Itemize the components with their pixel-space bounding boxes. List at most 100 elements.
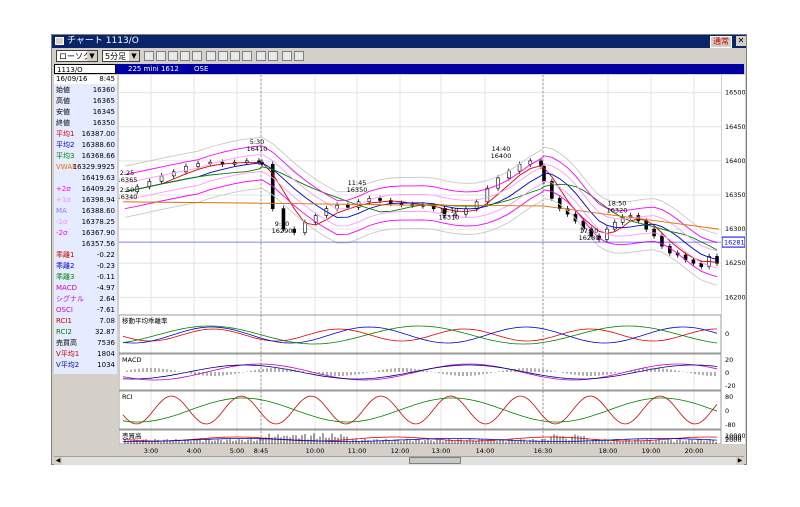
horizontal-scrollbar[interactable]: ◀ ▶ — [54, 456, 744, 465]
table-icon[interactable] — [156, 51, 166, 61]
price-annotation-time: 13:10 — [440, 206, 459, 214]
deviation-3-line — [122, 325, 718, 345]
indicator-value: 16398.94 — [81, 196, 115, 204]
columns-icon[interactable] — [192, 51, 202, 61]
indicator-row: 平均3 16368.66 — [54, 152, 117, 161]
time-axis-canvas: 3:00 4:00 5:00 8:45 10:00 11:00 12:00 13:00 14:0… — [144, 447, 704, 455]
sub-panel-tick-label: 0 — [725, 369, 729, 377]
indicator-name: VWAP — [56, 163, 77, 171]
indicator-name: 16/09/16 — [56, 75, 88, 83]
time-tick-label: 3:00 — [144, 447, 159, 455]
indicator-name: MA — [56, 207, 67, 215]
chevron-down-icon[interactable]: ▼ — [87, 51, 97, 61]
candle-body — [159, 175, 164, 182]
indicator-name: 乖離1 — [56, 251, 75, 259]
candle-body — [346, 204, 350, 208]
indicator-name: 平均3 — [56, 152, 75, 160]
toolbar: ローソク ▼ 5分足 ▼ — [52, 49, 746, 64]
indicator-name: 始値 — [56, 86, 70, 94]
bollinger-upper-1-line — [124, 153, 718, 252]
magnifier-icon[interactable] — [282, 51, 292, 61]
crosshair-icon[interactable] — [230, 51, 240, 61]
indicator-value: 16329.9925 — [72, 163, 115, 171]
indicator-row: 平均1 16387.00 — [54, 130, 117, 139]
indicator-row: OSCI -7.61 — [54, 306, 117, 315]
symbol-input[interactable]: 1113/O — [54, 64, 116, 74]
grid-icon[interactable] — [168, 51, 178, 61]
indicator-value: 2.64 — [99, 295, 115, 303]
price-annotation-time: 11:45 — [348, 179, 367, 187]
sub-panel-tick-label: 0 — [725, 330, 729, 338]
indicator-name: RCI1 — [56, 317, 72, 325]
price-tick-label: 16200 — [725, 293, 745, 301]
time-tick-label: 13:00 — [432, 447, 451, 455]
price-annotation-value: 16320 — [607, 206, 628, 214]
settings-icon[interactable] — [242, 51, 252, 61]
scroll-left-icon[interactable]: ◀ — [54, 457, 62, 465]
bollinger-lower-3-line — [124, 187, 718, 286]
candle-body — [208, 161, 213, 164]
indicator-name: +2σ — [56, 185, 71, 193]
indicator-value: 16365 — [92, 97, 115, 105]
title-bar[interactable]: チャート 1113/O 通常 ✕ — [52, 35, 746, 48]
price-annotation-value: 16350 — [347, 186, 368, 194]
time-tick-label: 5:00 — [230, 447, 245, 455]
pen-icon[interactable] — [256, 51, 266, 61]
indicator-value: -0.11 — [96, 273, 115, 281]
indicator-name: -2σ — [56, 229, 68, 237]
indicator-row: 始値 16360 — [54, 86, 117, 95]
interval-value: 5分足 — [105, 52, 127, 61]
zoom-out-icon[interactable] — [218, 51, 228, 61]
macd-signal-line — [122, 364, 718, 380]
scroll-thumb[interactable] — [409, 457, 461, 464]
price-annotation-value: 16310 — [439, 213, 460, 221]
indicator-row: +2σ 16409.29 — [54, 185, 117, 194]
indicator-value: 16387.00 — [81, 130, 115, 138]
list-icon[interactable] — [180, 51, 190, 61]
eraser-icon[interactable] — [268, 51, 278, 61]
candlestick-icon[interactable] — [144, 51, 154, 61]
time-tick-label: 10:00 — [306, 447, 325, 455]
indicator-name: 高値 — [56, 97, 70, 105]
candle-body — [528, 160, 533, 165]
indicator-name: -1σ — [56, 218, 68, 226]
candle-body — [496, 177, 500, 189]
indicator-row: 16419.63 — [54, 174, 117, 183]
chart-type-select[interactable]: ローソク ▼ — [56, 50, 98, 62]
contract-label: 225 mini 1612 — [128, 65, 179, 73]
close-icon[interactable]: ✕ — [736, 36, 746, 46]
candle-body — [550, 181, 554, 199]
indicator-row: MACD -4.97 — [54, 284, 117, 293]
mode-button[interactable]: 通常 — [710, 36, 732, 48]
vwap-line — [122, 201, 720, 230]
interval-select[interactable]: 5分足 ▼ — [102, 50, 140, 62]
price-annotation-value: 16365 — [119, 176, 137, 184]
price-tick-label: 16400 — [725, 157, 745, 165]
indicator-values-panel: 16/09/16 8:45 始値 16360 高値 16365 安値 16345 終値 16350… — [54, 75, 117, 374]
chevron-down-icon[interactable]: ▼ — [129, 51, 139, 61]
time-tick-label: 14:00 — [476, 447, 495, 455]
chart-window: チャート 1113/O 通常 ✕ ローソク ▼ 5分足 ▼ 1113/O 225… — [51, 34, 747, 465]
scroll-right-icon[interactable]: ▶ — [736, 457, 744, 465]
indicator-name: 安値 — [56, 108, 70, 116]
print-icon[interactable] — [294, 51, 304, 61]
zoom-in-icon[interactable] — [206, 51, 216, 61]
indicator-value: 8:45 — [99, 75, 115, 83]
indicator-value: 16388.60 — [81, 141, 115, 149]
price-annotation-time: 18:50 — [608, 199, 627, 207]
time-tick-label: 16:30 — [534, 447, 553, 455]
indicator-name: 平均1 — [56, 130, 75, 138]
time-axis: 3:00 4:00 5:00 8:45 10:00 11:00 12:00 13:00 14:0… — [119, 444, 745, 456]
bollinger-lower-2-line — [124, 179, 718, 278]
price-annotation-time: 17:50 — [580, 227, 599, 235]
indicator-value: 16345 — [92, 108, 115, 116]
indicator-value: 7536 — [97, 339, 115, 347]
indicator-value: 16378.25 — [81, 218, 115, 226]
indicator-value: -7.61 — [96, 306, 115, 314]
sub-panel-frame — [118, 314, 722, 354]
price-annotation-time: 9:30 — [275, 220, 290, 228]
price-scale: 16500 16450 16400 16350 16300 16250 16200 16281… — [721, 75, 746, 444]
sub-panel-title: RCI — [122, 393, 133, 401]
